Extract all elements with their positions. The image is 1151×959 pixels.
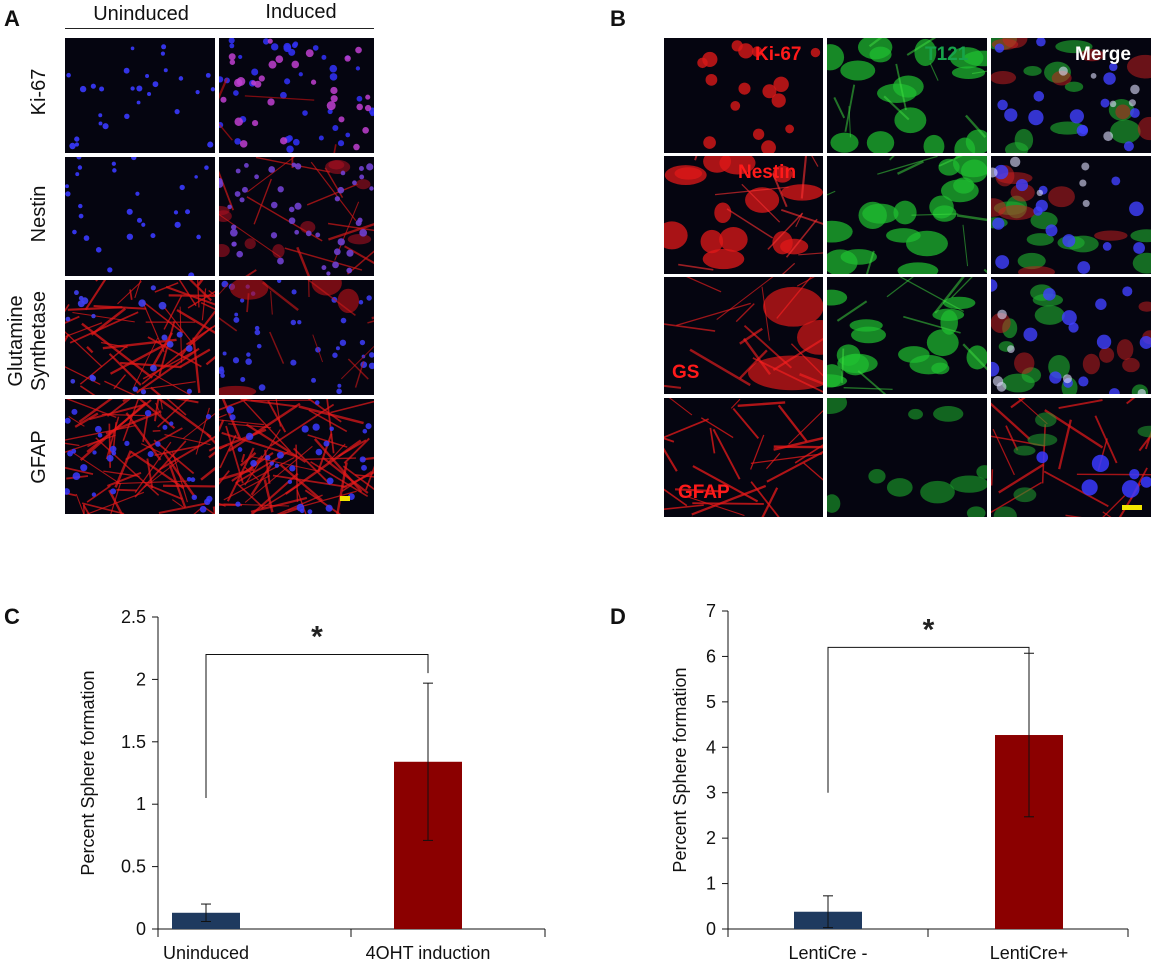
y-tick-label: 1 [706,874,716,894]
y-tick-label: 0 [706,919,716,939]
chart-c: 0 0.5 1 1.5 2 2.5 Uninduced 4OHT induction * Perc… [78,607,546,959]
label-nestin: Nestin [738,162,797,183]
micrograph-a-nestin-induced [219,157,374,276]
micrograph-b-gs-merge [991,277,1151,394]
micrograph-b-ki67-red [664,38,823,153]
micrograph-b-nestin-green [827,156,987,274]
y-tick-label: 1 [136,794,146,814]
y-tick-label: 6 [706,646,716,666]
col-header-uninduced: Uninduced [93,3,189,25]
row-label-gfap: GFAP [28,430,50,484]
scale-bar-a [340,496,350,501]
significance-bracket [827,646,1030,793]
y-tick-label: 0 [136,919,146,939]
micrograph-b-nestin-red [664,156,823,274]
column-header-rule [65,28,374,29]
y-tick-label: 2 [136,669,146,689]
y-axis-label: Percent Sphere formation [670,667,690,872]
y-axis-label: Percent Sphere formation [78,670,98,875]
y-tick-label: 2 [706,828,716,848]
micrograph-a-gs-uninduced [65,280,215,395]
y-tick-label: 4 [706,737,716,757]
label-gs: GS [672,362,700,383]
label-ki67: Ki-67 [755,44,802,65]
micrograph-b-gfap-green [827,398,987,517]
micrograph-a-gfap-uninduced [65,399,215,514]
micrograph-b-nestin-merge [991,156,1151,274]
micrograph-a-nestin-uninduced [65,157,215,276]
x-category-label: Uninduced [163,943,249,959]
micrograph-a-gfap-induced [219,399,374,514]
significance-star: * [311,620,323,653]
x-category-label: LentiCre - [788,943,867,959]
significance-star: * [923,613,935,646]
y-tick-label: 7 [706,601,716,621]
x-category-label: 4OHT induction [366,943,491,959]
row-label-ki67: Ki-67 [28,68,50,116]
label-merge: Merge [1075,44,1131,65]
label-t121: T121 [925,44,969,65]
scale-bar-b [1122,505,1142,510]
micrograph-b-gs-green [827,277,987,394]
y-tick-label: 3 [706,783,716,803]
row-label-nestin: Nestin [28,185,50,243]
panel-a-letter: A [4,6,20,31]
significance-bracket [205,653,429,798]
micrograph-b-ki67-merge [991,38,1151,153]
label-gfap: GFAP [678,482,730,503]
panel-c-letter: C [4,604,20,629]
y-tick-label: 1.5 [121,732,146,752]
row-label-glutamine-synthetase: Glutamine Synthetase [5,290,50,392]
micrograph-a-gs-induced [219,280,374,395]
y-tick-label: 0.5 [121,857,146,877]
micrograph-b-ki67-green [827,38,987,153]
micrograph-a-ki67-induced [219,38,374,153]
x-category-label: LentiCre+ [990,943,1069,959]
micrograph-b-gfap-red [664,398,823,517]
panel-b-letter: B [610,6,626,31]
micrograph-b-gfap-merge [991,398,1151,517]
chart-d: 0 1 2 3 4 5 6 7 LentiCre - LentiCre+ * Percent Sphe… [670,601,1129,959]
micrograph-b-gs-red [664,277,823,394]
y-tick-label: 5 [706,692,716,712]
col-header-induced: Induced [265,1,337,23]
y-tick-label: 2.5 [121,607,146,627]
panel-d-letter: D [610,604,626,629]
micrograph-a-ki67-uninduced [65,38,215,153]
